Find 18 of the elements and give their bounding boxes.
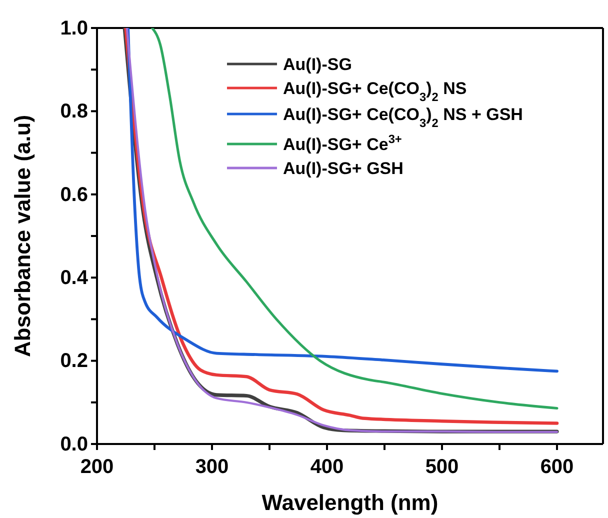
y-tick-label: 0.2 (60, 350, 88, 372)
y-tick-label: 0.8 (60, 100, 88, 123)
y-tick-label: 0.4 (60, 267, 89, 289)
legend-label: Au(I)-SG (283, 55, 352, 74)
x-tick-label: 400 (310, 456, 344, 478)
y-tick-label: 0.6 (60, 184, 88, 206)
legend-label: Au(I)-SG+ Ce(CO$_{3}$)$_{2}$ NS + GSH (283, 105, 523, 130)
x-tick-label: 200 (80, 456, 114, 478)
legend-label: Au(I)-SG+ GSH (283, 159, 404, 178)
y-tick-label: 0.0 (60, 433, 88, 456)
x-tick-label: 600 (540, 456, 574, 478)
legend-label: Au(I)-SG+ Ce(CO$_{3}$)$_{2}$ NS (283, 79, 467, 104)
legend-label: Au(I)-SG+ Ce$^{3+}$ (283, 132, 402, 154)
x-tick-label: 500 (425, 456, 459, 478)
x-axis-title: Wavelength (nm) (262, 490, 438, 515)
y-tick-label: 1.0 (60, 17, 88, 40)
y-axis-title: Absorbance value (a.u) (10, 114, 35, 358)
x-tick-label: 300 (195, 456, 229, 478)
